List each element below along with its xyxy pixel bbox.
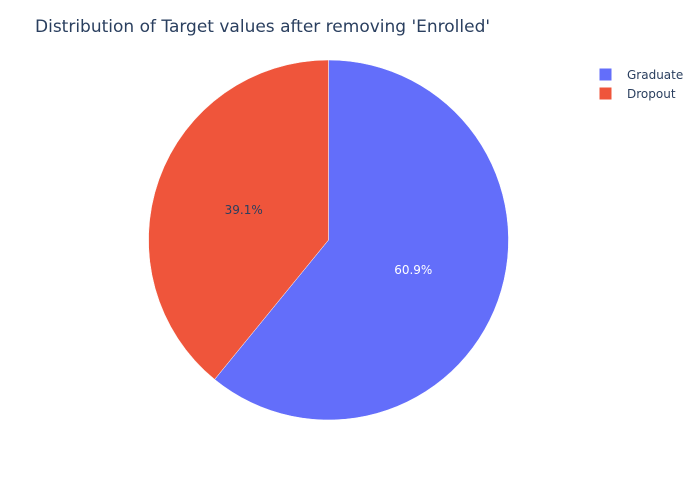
- legend-swatch-dropout: [599, 87, 612, 100]
- pie-slice-label-dropout: 39.1%: [225, 203, 263, 217]
- pie-slices: [148, 59, 509, 421]
- pie-slice-label-graduate: 60.9%: [394, 263, 432, 277]
- legend-item-dropout[interactable]: Dropout: [599, 87, 676, 101]
- legend-swatch-graduate: [599, 68, 612, 81]
- legend-item-graduate[interactable]: Graduate: [599, 68, 684, 82]
- pie-slice-graduate[interactable]: [214, 59, 509, 421]
- legend-label-graduate: Graduate: [627, 68, 683, 82]
- pie-slice-dropout[interactable]: [148, 59, 329, 380]
- legend: Graduate Dropout: [599, 68, 684, 101]
- legend-label-dropout: Dropout: [627, 87, 676, 101]
- chart-title: Distribution of Target values after remo…: [35, 17, 490, 37]
- pie-slice-labels: 60.9% 39.1%: [225, 203, 433, 277]
